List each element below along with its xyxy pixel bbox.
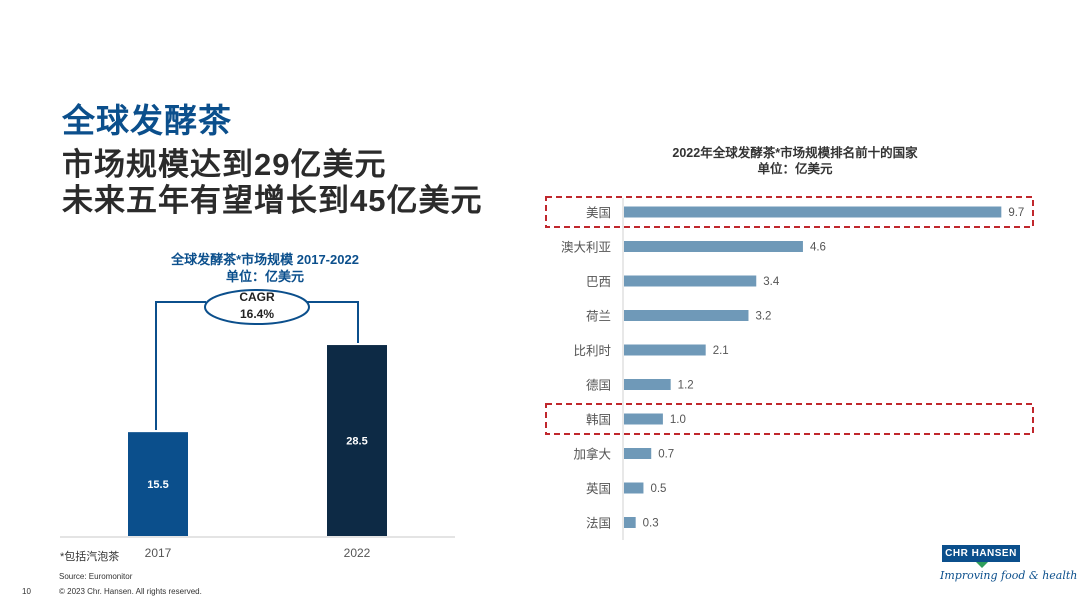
cagr-ellipse	[204, 289, 310, 325]
country-label-荷兰: 荷兰	[586, 310, 611, 324]
cagr-connector-left	[155, 301, 206, 430]
left-chart-title-line-1: 全球发酵茶*市场规模 2017-2022	[171, 252, 359, 267]
page-number: 10	[22, 587, 31, 596]
bar-法国	[624, 517, 636, 528]
headline-line-2: 市场规模达到29亿美元	[62, 147, 387, 182]
bar-value-label-巴西: 3.4	[763, 276, 780, 288]
right-chart-title-line-2: 单位：亿美元	[757, 162, 833, 176]
bar-value-label-2022: 28.5	[346, 436, 367, 448]
bar-value-label-韩国: 1.0	[670, 414, 686, 426]
company-logo: CHR HANSEN	[942, 545, 1020, 562]
left-chart-title-line-2: 单位：亿美元	[225, 269, 304, 284]
bar-value-label-澳大利亚: 4.6	[810, 242, 826, 254]
cagr-label: CAGR	[239, 290, 275, 304]
bar-2017	[128, 432, 188, 536]
bar-value-label-法国: 0.3	[643, 518, 659, 530]
cagr-value: 16.4%	[240, 307, 274, 321]
source-note: Source: Euromonitor	[59, 572, 133, 581]
logo-tagline: Improving food & health	[940, 569, 1078, 582]
bar-德国	[624, 379, 671, 390]
highlight-box-韩国	[545, 403, 1034, 435]
x-tick-label-2022: 2022	[344, 546, 371, 560]
bar-澳大利亚	[624, 241, 803, 252]
left-chart-title: 全球发酵茶*市场规模 2017-2022 单位：亿美元	[120, 251, 410, 285]
bar-荷兰	[624, 310, 749, 321]
footnote: *包括汽泡茶	[60, 551, 120, 563]
country-label-澳大利亚: 澳大利亚	[561, 241, 611, 255]
country-label-德国: 德国	[586, 378, 611, 393]
bar-加拿大	[624, 448, 652, 459]
country-label-英国: 英国	[586, 482, 611, 496]
bar-value-label-加拿大: 0.7	[658, 449, 674, 461]
bar-value-label-比利时: 2.1	[713, 345, 729, 357]
highlight-box-美国	[545, 196, 1034, 228]
bar-value-label-2017: 15.5	[147, 479, 168, 491]
bar-英国	[624, 482, 644, 494]
logo-triangle-icon	[976, 562, 988, 568]
bar-value-label-美国: 9.7	[1008, 207, 1024, 219]
bar-2022	[327, 345, 387, 536]
copyright: © 2023 Chr. Hansen. All rights reserved.	[59, 587, 202, 596]
bar-美国	[624, 206, 1002, 218]
country-label-加拿大: 加拿大	[573, 447, 611, 462]
country-label-韩国: 韩国	[586, 412, 611, 427]
country-label-法国: 法国	[586, 517, 611, 531]
cagr-connector-right	[307, 301, 359, 343]
country-label-比利时: 比利时	[573, 344, 611, 358]
bar-韩国	[624, 413, 663, 425]
bar-value-label-德国: 1.2	[678, 380, 694, 392]
headline-title: 全球发酵茶	[62, 102, 232, 139]
x-tick-label-2017: 2017	[145, 546, 172, 560]
right-chart-title: 2022年全球发酵茶*市场规模排名前十的国家 单位：亿美元	[600, 145, 990, 177]
headline-line-3: 未来五年有望增长到45亿美元	[62, 183, 483, 218]
bar-value-label-荷兰: 3.2	[755, 311, 771, 323]
country-label-美国: 美国	[586, 206, 611, 220]
bar-value-label-英国: 0.5	[650, 483, 666, 495]
right-chart-title-line-1: 2022年全球发酵茶*市场规模排名前十的国家	[672, 146, 918, 160]
bar-比利时	[624, 344, 706, 356]
country-label-巴西: 巴西	[586, 275, 611, 289]
bar-巴西	[624, 275, 757, 287]
